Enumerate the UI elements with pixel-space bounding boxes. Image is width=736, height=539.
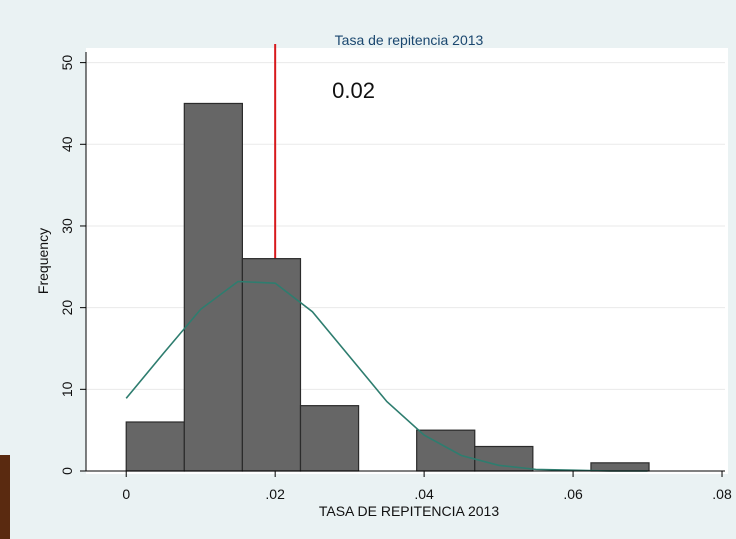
x-tick-label: .02 [265,486,285,502]
y-tick-label: 50 [59,55,75,71]
bar [299,405,360,472]
bar [590,462,650,472]
x-tick-label: .08 [712,486,732,502]
y-axis-title: Frequency [35,228,51,294]
y-tick-label: 20 [59,300,75,316]
chart-title: Tasa de repitencia 2013 [335,32,484,48]
x-axis-title: TASA DE REPITENCIA 2013 [319,503,499,519]
y-tick-label: 30 [59,218,75,234]
x-tick-label: 0 [122,486,130,502]
y-tick-label: 0 [59,467,75,475]
x-tick-label: .06 [563,486,583,502]
y-tick-label: 40 [59,136,75,152]
bar [241,258,302,472]
side-strip [0,455,10,539]
plot-area [86,48,728,474]
density-curve [125,280,648,472]
x-tick-label: .04 [414,486,434,502]
reference-label: 0.02 [332,78,375,103]
bar [183,102,243,472]
bar [125,421,185,472]
y-tick-label: 10 [59,381,75,397]
